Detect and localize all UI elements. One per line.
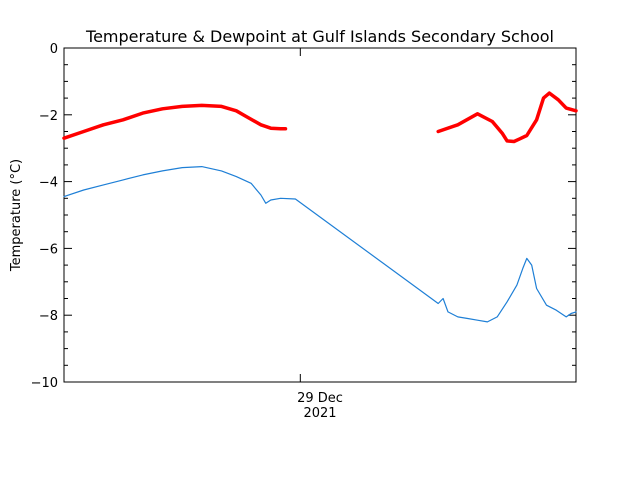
y-tick-label: −10 bbox=[31, 376, 58, 391]
y-tick-label: 0 bbox=[50, 42, 58, 57]
chart-title: Temperature & Dewpoint at Gulf Islands S… bbox=[85, 27, 554, 46]
x-tick-label-date: 29 Dec bbox=[297, 391, 343, 406]
dewpoint-line-segment-1 bbox=[63, 166, 577, 323]
series-layer bbox=[62, 91, 578, 323]
y-tick-label: −2 bbox=[39, 109, 58, 124]
y-tick-label: −8 bbox=[39, 309, 58, 324]
x-tick-label-year: 2021 bbox=[303, 406, 336, 421]
temperature-line-segment-1 bbox=[62, 103, 288, 140]
temperature-line-segment-2 bbox=[436, 91, 578, 144]
y-axis-ticks: 0 −2 −4 −6 −8 −10 bbox=[31, 42, 576, 391]
y-axis-title: Temperature (°C) bbox=[9, 159, 24, 272]
y-tick-label: −4 bbox=[39, 176, 58, 191]
plot-frame bbox=[63, 47, 577, 383]
y-tick-label: −6 bbox=[39, 242, 58, 257]
